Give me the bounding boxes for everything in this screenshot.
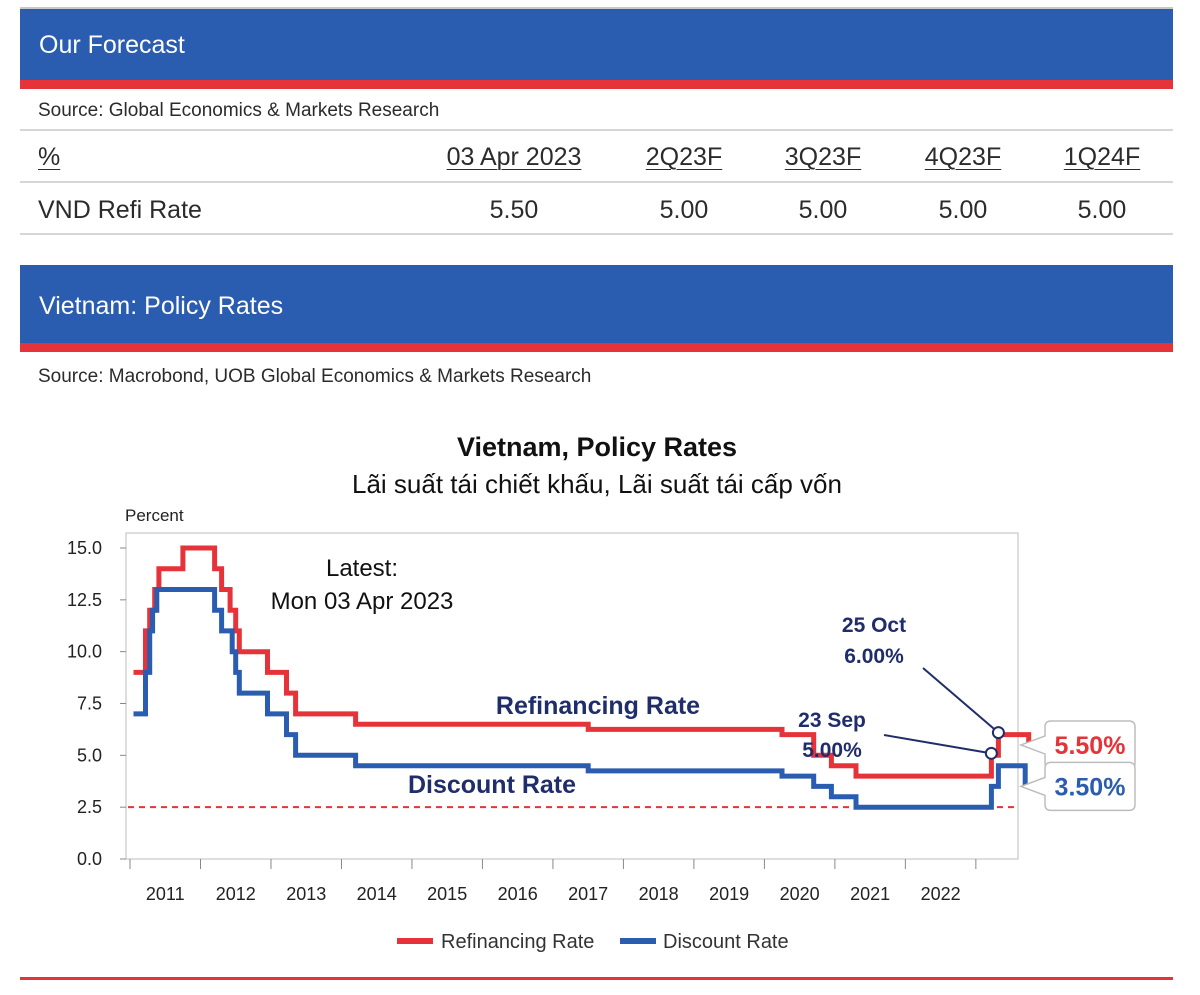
y-tick-label: 0.0: [77, 849, 102, 869]
oct-date-label: 25 Oct: [842, 614, 906, 637]
x-tick-label: 2020: [780, 884, 820, 904]
end-value-callout: 5.50%: [1018, 720, 1136, 770]
oct-marker: [991, 726, 1005, 740]
x-tick-label: 2018: [639, 884, 679, 904]
table-divider: [20, 129, 1173, 131]
x-tick-label: 2017: [568, 884, 608, 904]
refinancing-rate-end-label: 5.50%: [1055, 732, 1126, 760]
table-cell-1q24: 5.00: [1077, 196, 1127, 224]
table-row-label: VND Refi Rate: [38, 196, 202, 224]
latest-date: Mon 03 Apr 2023: [271, 588, 454, 615]
y-tick-label: 5.0: [77, 745, 102, 765]
refinancing-rate-annotation: Refinancing Rate: [496, 692, 700, 720]
policy-source: Source: Macrobond, UOB Global Economics …: [38, 366, 592, 387]
refinancing-rate-line: [133, 545, 1032, 779]
x-tick-label: 2014: [357, 884, 397, 904]
bottom-divider: [20, 977, 1173, 980]
y-tick-label: 10.0: [67, 642, 102, 662]
y-tick-label: 7.5: [77, 694, 102, 714]
discount-rate-annotation: Discount Rate: [408, 771, 576, 799]
policy-title: Vietnam: Policy Rates: [39, 292, 284, 320]
policy-rates-chart: Vietnam, Policy Rates Lãi suất tái chiết…: [67, 432, 1136, 953]
chart-title: Vietnam, Policy Rates: [457, 432, 737, 462]
end-value-callout: 3.50%: [1018, 761, 1136, 812]
y-tick-label: 12.5: [67, 590, 102, 610]
table-header-2q23: 2Q23F: [645, 143, 723, 171]
discount-rate-line: [133, 587, 1028, 810]
table-cell-4q23: 5.00: [938, 196, 988, 224]
forecast-source: Source: Global Economics & Markets Resea…: [38, 100, 440, 121]
sep-value-label: 5.00%: [802, 739, 862, 762]
end-value-box: [1018, 761, 1136, 812]
oct-value-label: 6.00%: [844, 645, 904, 668]
y-axis-label: Percent: [125, 506, 184, 525]
oct-leader-line: [922, 667, 1000, 734]
discount-rate-end-label: 3.50%: [1055, 773, 1126, 801]
table-divider: [20, 181, 1173, 183]
y-tick-label: 15.0: [67, 538, 102, 558]
table-cell-3q23: 5.00: [798, 196, 848, 224]
x-tick-label: 2013: [286, 884, 326, 904]
x-tick-label: 2012: [216, 884, 256, 904]
table-header-current: 03 Apr 2023: [446, 143, 582, 171]
top-divider: [20, 7, 1173, 9]
x-tick-label: 2016: [498, 884, 538, 904]
forecast-header: Our Forecast: [20, 9, 1173, 80]
chart-subtitle: Lãi suất tái chiết khấu, Lãi suất tái cấ…: [352, 469, 842, 499]
legend-label-refinancing: Refinancing Rate: [441, 931, 594, 953]
plot-area: [125, 532, 1019, 860]
x-tick-label: 2011: [146, 884, 185, 904]
policy-accent-bar: [20, 343, 1173, 352]
sep-leader-line: [883, 734, 992, 755]
legend-label-discount: Discount Rate: [663, 931, 789, 953]
table-header-unit: %: [38, 143, 61, 171]
forecast-title: Our Forecast: [39, 31, 185, 59]
table-cell-current: 5.50: [489, 196, 539, 224]
policy-header: Vietnam: Policy Rates: [20, 265, 1173, 343]
x-tick-label: 2022: [921, 884, 961, 904]
table-header-3q23: 3Q23F: [784, 143, 862, 171]
sep-date-label: 23 Sep: [798, 709, 866, 732]
x-tick-label: 2015: [427, 884, 467, 904]
table-divider: [20, 233, 1173, 235]
forecast-accent-bar: [20, 80, 1173, 89]
x-tick-label: 2019: [709, 884, 749, 904]
sep-marker: [984, 746, 998, 760]
table-header-4q23: 4Q23F: [924, 143, 1002, 171]
table-cell-2q23: 5.00: [659, 196, 709, 224]
table-header-1q24: 1Q24F: [1063, 143, 1141, 171]
y-tick-label: 2.5: [77, 797, 102, 817]
x-tick-label: 2021: [850, 884, 890, 904]
latest-label: Latest:: [326, 555, 398, 582]
